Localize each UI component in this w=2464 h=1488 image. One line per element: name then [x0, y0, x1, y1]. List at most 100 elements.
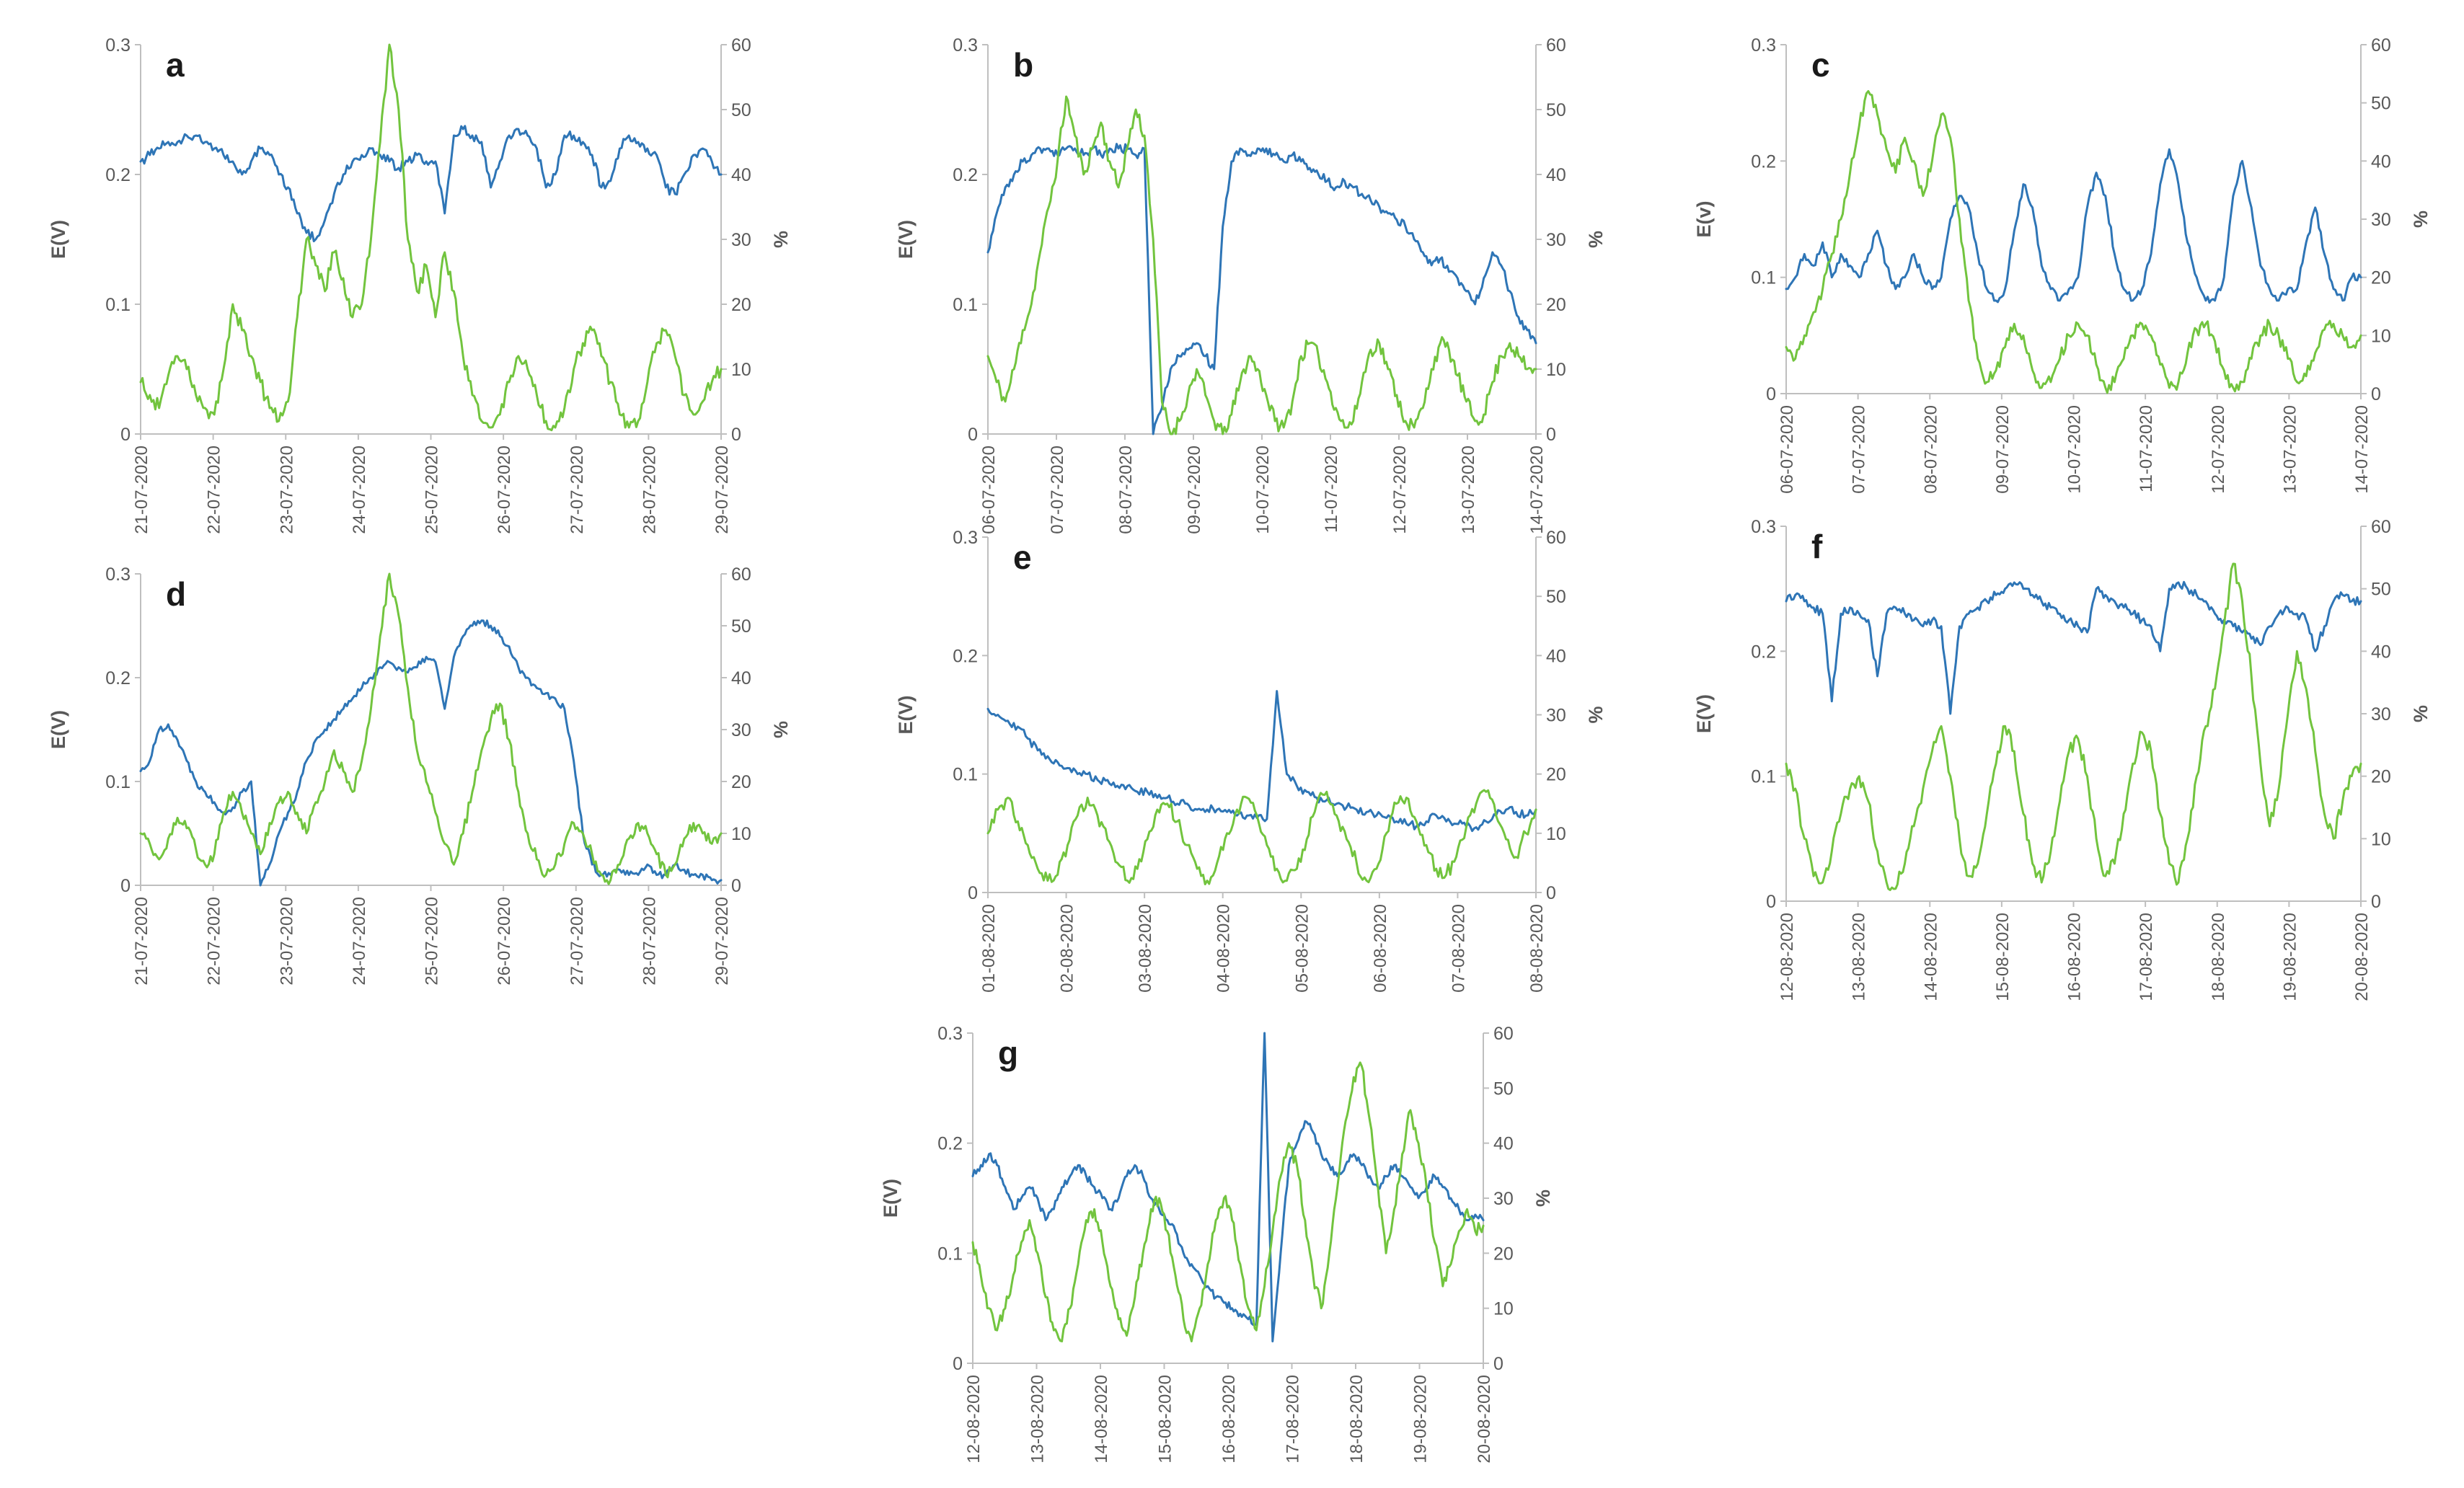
- chart-canvas: 0 0.1 0.2 0.3 0 10 20 30 40 50 60 21-07-2020 22-07-2…: [48, 564, 792, 986]
- right-axis-tick-label: 20: [2371, 767, 2391, 787]
- x-axis-date-label: 14-07-2020: [1527, 446, 1547, 534]
- panel-f-line-chart: 0 0.1 0.2 0.3 0 10 20 30 40 50 60 12-08-2020 13-08-2…: [1667, 496, 2440, 1017]
- x-axis-date-label: 20-08-2020: [1475, 1375, 1494, 1463]
- chart-canvas: 0 0.1 0.2 0.3 0 10 20 30 40 50 60 01-08-2020 02-08-2…: [895, 528, 1607, 993]
- panel-letter: g: [998, 1035, 1018, 1072]
- right-axis-tick-label: 60: [2371, 517, 2391, 537]
- x-axis-date-label: 21-07-2020: [132, 897, 151, 986]
- x-axis-date-label: 03-08-2020: [1136, 904, 1155, 993]
- x-axis-date-label: 09-07-2020: [1993, 405, 2013, 494]
- panel-c-line-chart: 0 0.1 0.2 0.3 0 10 20 30 40 50 60 06-07-2020 07-07-2…: [1667, 14, 2440, 502]
- x-axis-date-label: 04-08-2020: [1214, 904, 1234, 993]
- chart-canvas: 0 0.1 0.2 0.3 0 10 20 30 40 50 60 21-07-2020 22-07-2…: [48, 35, 792, 534]
- right-axis-tick-label: 30: [1493, 1189, 1514, 1209]
- x-axis-date-label: 29-07-2020: [712, 897, 732, 986]
- x-axis-date-label: 14-08-2020: [1921, 913, 1940, 1001]
- x-axis-date-label: 13-07-2020: [2280, 405, 2300, 494]
- panel-letter: c: [1811, 46, 1830, 84]
- left-axis-tick-label: 0.2: [937, 1134, 963, 1154]
- panel-g-line-chart: 0 0.1 0.2 0.3 0 10 20 30 40 50 60 12-08-2020 13-08-2…: [854, 1003, 1563, 1479]
- x-axis-date-label: 27-07-2020: [568, 897, 587, 986]
- y-axis-title-left: E(V): [48, 220, 69, 259]
- x-axis-date-label: 12-08-2020: [1778, 913, 1797, 1001]
- x-axis-date-label: 13-08-2020: [1850, 913, 1869, 1001]
- right-axis-tick-label: 10: [1546, 360, 1566, 380]
- x-axis-date-label: 26-07-2020: [495, 897, 514, 986]
- x-axis-date-label: 22-07-2020: [205, 897, 224, 986]
- y-axis-title-left: E(V): [48, 710, 69, 749]
- left-axis-tick-label: 0.1: [1751, 268, 1776, 288]
- x-axis-date-label: 27-07-2020: [568, 446, 587, 534]
- x-axis-date-label: 06-08-2020: [1371, 904, 1390, 993]
- y-axis-title-right: %: [2410, 211, 2432, 228]
- panel-letter: a: [166, 46, 185, 84]
- right-axis-tick-label: 10: [2371, 326, 2391, 346]
- x-axis-date-label: 19-08-2020: [2280, 913, 2300, 1001]
- right-axis-tick-label: 60: [1493, 1024, 1514, 1044]
- right-axis-tick-label: 40: [1493, 1134, 1514, 1154]
- x-axis-date-label: 14-08-2020: [1092, 1375, 1111, 1463]
- x-axis-date-label: 17-08-2020: [2137, 913, 2156, 1001]
- x-axis-date-label: 25-07-2020: [423, 446, 442, 534]
- y-axis-title-right: %: [770, 231, 792, 248]
- right-axis-tick-label: 50: [1546, 100, 1566, 120]
- right-axis-tick-label: 30: [2371, 210, 2391, 230]
- x-axis-date-label: 15-08-2020: [1993, 913, 2013, 1001]
- right-axis-tick-label: 50: [2371, 94, 2391, 114]
- right-axis-tick-label: 60: [1546, 35, 1566, 56]
- y-axis-title-left: E(v): [1693, 200, 1715, 237]
- x-axis-date-label: 09-07-2020: [1185, 446, 1204, 534]
- left-axis-tick-label: 0: [953, 1354, 963, 1374]
- right-axis-tick-label: 0: [1493, 1354, 1503, 1374]
- x-axis-date-label: 28-07-2020: [640, 446, 659, 534]
- x-axis-date-label: 29-07-2020: [712, 446, 732, 534]
- right-axis-tick-label: 40: [731, 165, 751, 185]
- panel-letter: d: [166, 575, 186, 613]
- y-axis-title-right: %: [2410, 705, 2432, 722]
- left-axis-tick-label: 0.3: [1751, 517, 1776, 537]
- y-axis-title-right: %: [1532, 1190, 1554, 1207]
- right-axis-tick-label: 30: [1546, 706, 1566, 726]
- x-axis-date-label: 22-07-2020: [205, 446, 224, 534]
- x-axis-date-label: 23-07-2020: [277, 446, 296, 534]
- series-line-ev: [139, 619, 723, 887]
- x-axis-date-label: 17-08-2020: [1284, 1375, 1303, 1463]
- x-axis-date-label: 08-08-2020: [1527, 904, 1547, 993]
- left-axis-tick-label: 0.1: [105, 295, 131, 315]
- right-axis-tick-label: 20: [731, 295, 751, 315]
- left-axis-tick-label: 0.2: [1751, 151, 1776, 172]
- x-axis-date-label: 08-07-2020: [1116, 446, 1136, 534]
- chart-canvas: 0 0.1 0.2 0.3 0 10 20 30 40 50 60 06-07-2020 07-07-2…: [1693, 35, 2432, 494]
- x-axis-date-label: 06-07-2020: [979, 446, 999, 534]
- left-axis-tick-label: 0.1: [953, 765, 978, 785]
- y-axis-title-left: E(V): [1693, 694, 1715, 733]
- panel-letter: e: [1013, 539, 1032, 576]
- right-axis-tick-label: 0: [2371, 384, 2381, 404]
- series-line-percent: [139, 43, 723, 432]
- chart-canvas: 0 0.1 0.2 0.3 0 10 20 30 40 50 60 12-08-2020 13-08-2…: [1693, 517, 2432, 1001]
- right-axis-tick-label: 60: [731, 35, 751, 56]
- x-axis-date-label: 23-07-2020: [277, 897, 296, 986]
- panel-a-line-chart: 0 0.1 0.2 0.3 0 10 20 30 40 50 60 21-07-2020 22-07-2…: [22, 14, 800, 548]
- x-axis-date-label: 12-08-2020: [964, 1375, 984, 1463]
- chart-canvas: 0 0.1 0.2 0.3 0 10 20 30 40 50 60 12-08-2020 13-08-2…: [880, 1024, 1554, 1463]
- y-axis-title-right: %: [1585, 231, 1607, 248]
- left-axis-tick-label: 0.1: [937, 1244, 963, 1264]
- right-axis-tick-label: 10: [1493, 1299, 1514, 1319]
- left-axis-tick-label: 0.2: [105, 165, 131, 185]
- series-line-ev: [971, 1032, 1485, 1342]
- chart-canvas: 0 0.1 0.2 0.3 0 10 20 30 40 50 60 06-07-2020 07-07-2…: [895, 35, 1607, 534]
- left-axis-tick-label: 0: [968, 425, 978, 445]
- series-line-percent: [1785, 90, 2362, 394]
- x-axis-date-label: 06-07-2020: [1778, 405, 1797, 494]
- panel-letter: b: [1013, 46, 1033, 84]
- left-axis-tick-label: 0.1: [105, 772, 131, 792]
- right-axis-tick-label: 50: [1493, 1079, 1514, 1099]
- x-axis-date-label: 18-08-2020: [1347, 1375, 1366, 1463]
- panel-e-line-chart: 0 0.1 0.2 0.3 0 10 20 30 40 50 60 01-08-2020 02-08-2…: [869, 507, 1615, 1008]
- series-line-ev: [986, 690, 1537, 833]
- series-line-ev: [1785, 580, 2362, 715]
- y-axis-title-left: E(V): [880, 1179, 901, 1218]
- left-axis-tick-label: 0.3: [953, 528, 978, 548]
- right-axis-tick-label: 0: [731, 876, 741, 896]
